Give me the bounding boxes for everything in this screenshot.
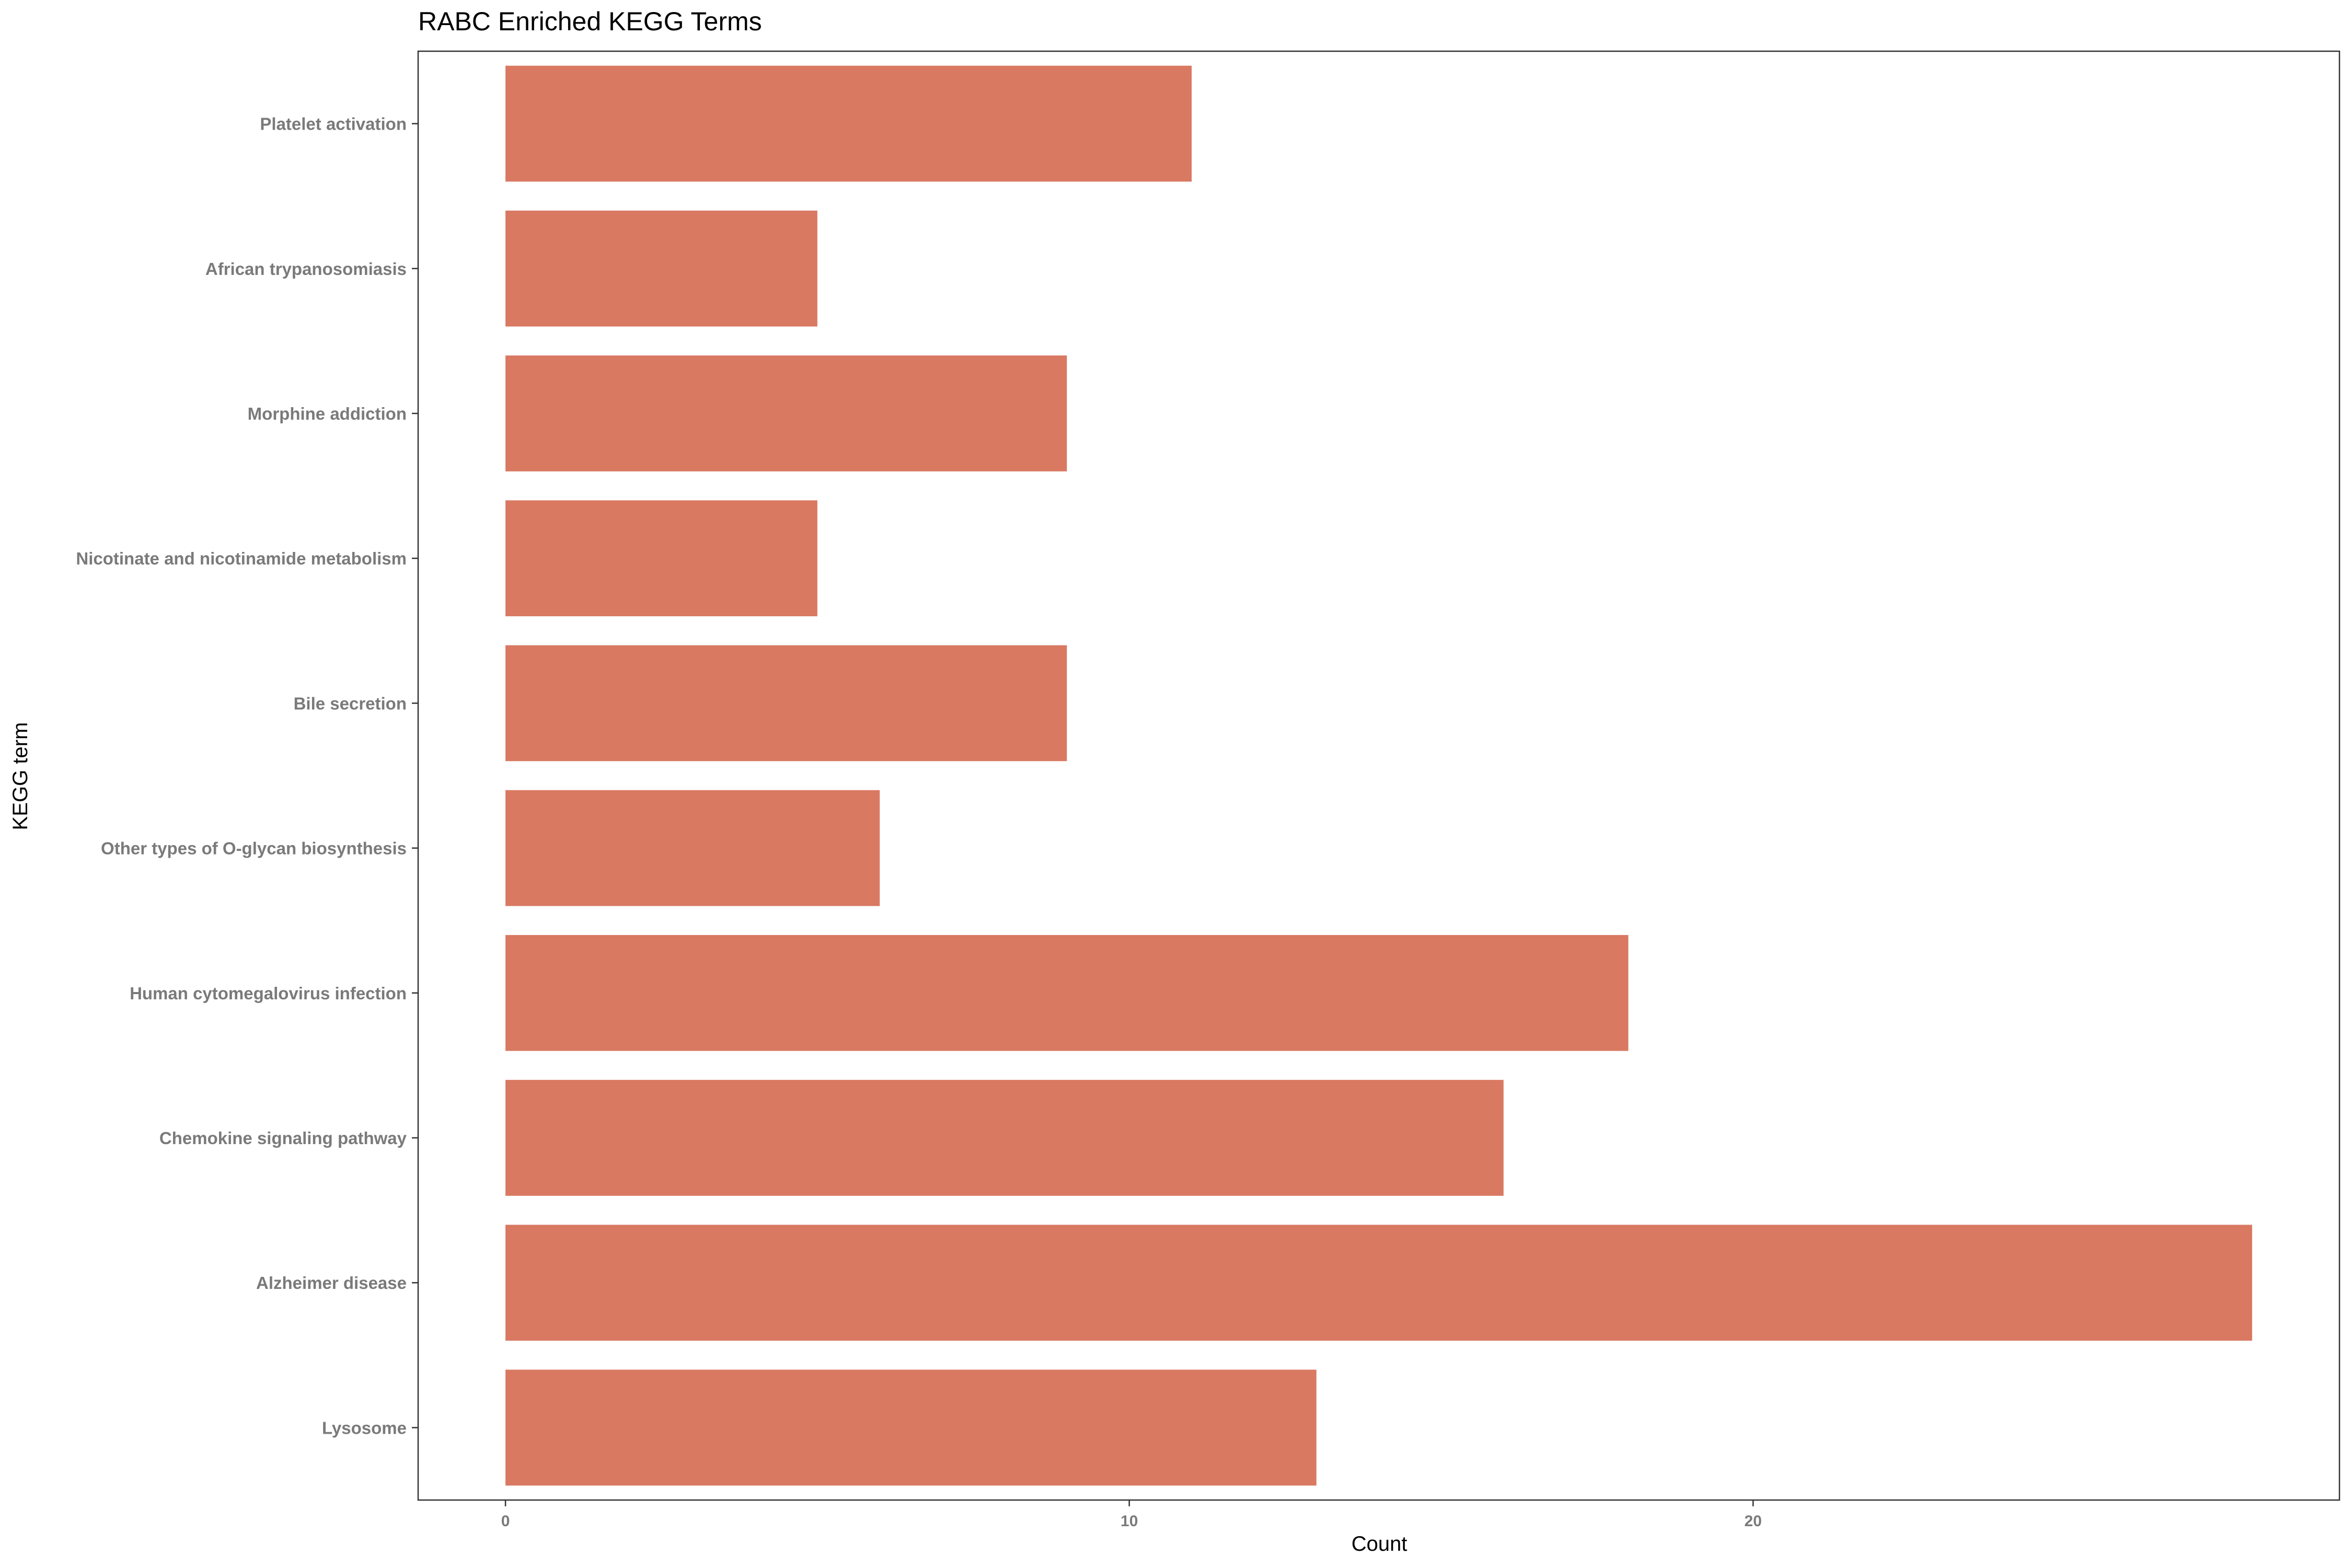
y-tick-label: Morphine addiction [248, 404, 407, 423]
y-tick-label: African trypanosomiasis [205, 259, 407, 279]
y-tick-label: Other types of O-glycan biosynthesis [101, 839, 407, 858]
x-axis-ticks: 0 10 20 [501, 1500, 1762, 1530]
bar [505, 1225, 2252, 1341]
y-tick-label: Bile secretion [294, 694, 407, 713]
y-tick-label: Alzheimer disease [256, 1273, 407, 1293]
y-tick-label: Nicotinate and nicotinamide metabolism [76, 549, 407, 568]
x-tick-label: 20 [1744, 1513, 1761, 1530]
y-tick-label: Chemokine signaling pathway [159, 1128, 407, 1148]
bar [505, 355, 1067, 471]
plot-panel-border [417, 50, 2341, 1501]
chart-title: RABC Enriched KEGG Terms [418, 7, 762, 36]
x-tick-label: 0 [501, 1513, 510, 1530]
bar [505, 1080, 1504, 1196]
bar [505, 65, 1192, 182]
bar [505, 645, 1067, 762]
bars-group [505, 65, 2252, 1486]
y-tick-label: Lysosome [322, 1418, 407, 1437]
bar [505, 1369, 1317, 1486]
bar [505, 790, 880, 906]
y-axis-ticks: Platelet activation African trypanosomias… [76, 114, 418, 1437]
y-axis-title: KEGG term [9, 722, 32, 831]
bar [505, 210, 817, 327]
x-tick-label: 10 [1121, 1513, 1138, 1530]
x-axis-title: Count [1352, 1532, 1408, 1555]
bar [505, 935, 1629, 1051]
y-tick-label: Human cytomegalovirus infection [130, 984, 407, 1003]
y-tick-label: Platelet activation [260, 114, 407, 134]
bar [505, 500, 817, 617]
